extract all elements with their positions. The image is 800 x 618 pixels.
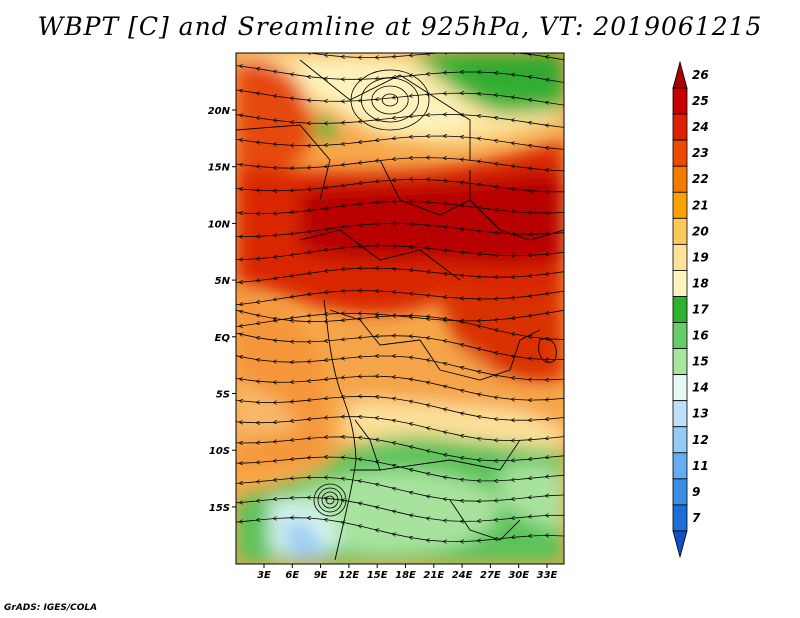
colorbar-label: 15 [692, 355, 709, 369]
lat-tick-label: 20N [208, 106, 231, 117]
latitude-axis: 20N 15N 10N 5N EQ 5S 10S 15S [208, 106, 236, 514]
streamline [236, 291, 564, 306]
colorbar-segment [672, 296, 688, 323]
colorbar-label: 22 [692, 172, 709, 186]
colorbar-label: 13 [692, 407, 709, 421]
colorbar-segment [672, 452, 688, 480]
wbpt-shading [236, 53, 564, 564]
anticyclone-streamline [381, 93, 399, 107]
lat-tick-label: 10N [208, 219, 231, 230]
lon-tick-label: 18E [395, 570, 416, 581]
streamline [236, 136, 564, 149]
colorbar-label: 16 [692, 329, 709, 343]
colorbar-label: 20 [692, 224, 709, 238]
lat-tick-label: 5N [215, 276, 231, 287]
streamline [236, 518, 564, 542]
colorbar-label: 17 [692, 303, 709, 317]
lat-tick-label: 15S [209, 503, 230, 514]
colorbar-segment [672, 426, 688, 454]
lon-tick-label: 33E [537, 570, 558, 581]
lat-tick-label: 10S [209, 446, 230, 457]
map-title: WBPT [C] and Sreamline at 925hPa, VT: 20… [37, 12, 763, 41]
lat-tick-label: 15N [208, 163, 231, 174]
colorbar-label: 11 [692, 459, 709, 473]
streamline [236, 201, 564, 213]
streamline [236, 64, 564, 83]
map-frame [235, 52, 565, 565]
streamline [236, 268, 564, 283]
lon-tick-label: 9E [314, 570, 328, 581]
lon-tick-label: 12E [339, 570, 360, 581]
lon-tick-label: 6E [285, 570, 299, 581]
colorbar-label: 18 [692, 276, 709, 290]
lon-tick-label: 27E [480, 570, 501, 581]
colorbar-segment [672, 348, 688, 376]
colorbar-segment [672, 87, 688, 115]
colorbar: 26 25 24 23 22 21 20 19 18 17 16 15 14 13 12 11 9 7 [672, 60, 709, 559]
lat-tick-label: 5S [216, 390, 230, 401]
colorbar-segment [672, 113, 688, 141]
anticyclone-streamline [360, 77, 419, 123]
lon-tick-label: 15E [367, 570, 388, 581]
lat-tick-label: EQ [215, 333, 231, 344]
longitude-axis: 3E 6E 9E 12E 15E 18E 21E 24E 27E 30E 33E [257, 564, 558, 581]
credit-text: GrADS: IGES/COLA [4, 603, 98, 613]
vortex-streamline [321, 491, 339, 509]
colorbar-segment [672, 322, 688, 349]
colorbar-segment [672, 374, 688, 402]
colorbar-segment [672, 191, 688, 219]
lon-tick-label: 3E [257, 570, 271, 581]
colorbar-segment [672, 400, 688, 428]
streamline [236, 246, 564, 260]
streamline [236, 223, 564, 236]
streamline [224, 53, 564, 61]
colorbar-segment [672, 60, 688, 89]
colorbar-segment [672, 478, 688, 506]
colorbar-segment [672, 530, 688, 559]
colorbar-label: 21 [692, 198, 709, 212]
colorbar-label: 14 [692, 381, 709, 395]
colorbar-segment [672, 139, 688, 167]
colorbar-label: 19 [692, 250, 709, 264]
colorbar-label: 24 [692, 120, 709, 134]
colorbar-label: 26 [692, 68, 709, 82]
colorbar-label: 7 [692, 511, 701, 525]
lon-tick-label: 30E [508, 570, 529, 581]
lon-tick-label: 21E [423, 570, 444, 581]
vortex-streamline [313, 483, 347, 517]
colorbar-segment [672, 270, 688, 297]
streamline [236, 88, 564, 106]
streamline [236, 113, 564, 128]
streamline [236, 179, 564, 192]
lon-tick-label: 24E [452, 570, 473, 581]
colorbar-segment [672, 504, 688, 532]
vortex-streamline [325, 495, 335, 505]
colorbar-segment [672, 243, 688, 271]
colorbar-label: 9 [692, 485, 700, 499]
anticyclone-streamline [371, 85, 409, 115]
colorbar-label: 25 [692, 94, 709, 108]
colorbar-segment [672, 165, 688, 193]
streamline [236, 158, 564, 171]
colorbar-label: 12 [692, 433, 709, 447]
colorbar-segment [672, 217, 688, 245]
colorbar-label: 23 [692, 146, 709, 160]
vortex-streamline [317, 487, 343, 513]
country-borders [236, 59, 564, 561]
